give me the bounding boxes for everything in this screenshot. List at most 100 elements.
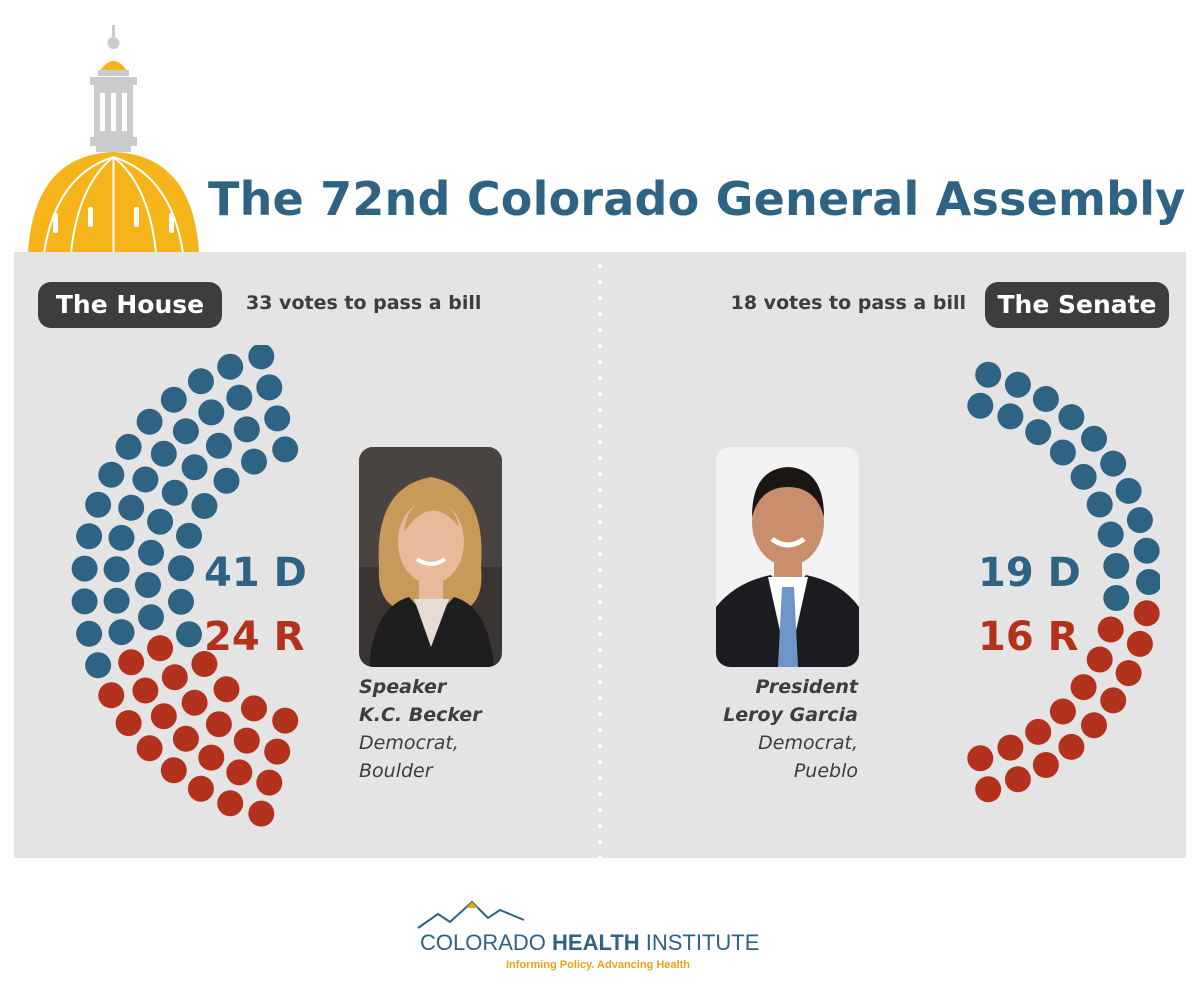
house-democrat-seat	[213, 467, 240, 494]
house-democrat-seat	[248, 345, 275, 370]
speaker-info: Speaker K.C. Becker Democrat, Boulder	[359, 673, 482, 785]
house-democrat-seat	[71, 555, 98, 582]
house-democrat-seat	[98, 461, 125, 488]
house-democrat-seat	[168, 588, 194, 615]
senate-republican-seat	[997, 734, 1024, 761]
senate-republican-seat	[1097, 616, 1124, 643]
senate-democrat-seat	[1086, 491, 1113, 518]
house-republican-seat	[187, 775, 214, 802]
house-democrat-seat	[191, 493, 218, 519]
senate-democrat-seat	[1103, 585, 1130, 611]
house-republican-seat	[226, 759, 253, 786]
house-democrat-seat	[136, 408, 163, 435]
logo-tagline: Informing Policy. Advancing Health	[506, 959, 690, 971]
house-democrat-seat	[147, 508, 174, 535]
mountain-logo-icon	[417, 900, 525, 929]
house-democrat-seat	[118, 494, 145, 521]
logo-text-colorado: COLORADO	[420, 930, 553, 955]
house-democrat-seat	[108, 619, 135, 646]
house-democrat-seat	[205, 432, 232, 459]
senate-republican-seat	[1126, 630, 1153, 657]
president-info: President Leroy Garcia Democrat, Pueblo	[723, 673, 858, 785]
senate-republican-count: 16 R	[978, 614, 1079, 660]
speaker-title: Speaker	[359, 676, 447, 698]
house-democrat-seat	[198, 399, 225, 426]
senate-republican-seat	[967, 745, 994, 772]
senate-democrat-seat	[997, 403, 1024, 430]
senate-democrat-seat	[1004, 371, 1031, 398]
senate-republican-seat	[1032, 752, 1059, 778]
house-republican-seat	[233, 727, 260, 754]
senate-label-badge: The Senate	[985, 282, 1169, 328]
senate-republican-seat	[1081, 712, 1107, 739]
speaker-name: K.C. Becker	[359, 704, 482, 726]
logo-text-health: HEALTH	[552, 930, 640, 955]
senate-democrat-seat	[1081, 425, 1107, 452]
house-democrat-seat	[76, 523, 103, 550]
house-democrat-seat	[115, 433, 142, 460]
house-democrat-seat	[103, 556, 130, 583]
house-republican-seat	[198, 744, 225, 771]
house-democrat-seat	[187, 368, 214, 395]
house-republican-seat	[147, 635, 174, 662]
house-democrat-seat	[138, 539, 164, 566]
senate-democrat-seat	[1070, 463, 1097, 490]
senate-democrat-seat	[975, 361, 1002, 388]
senate-votes-needed: 18 votes to pass a bill	[730, 292, 966, 314]
chamber-divider	[598, 258, 602, 858]
house-republican-seat	[115, 710, 142, 737]
house-democrat-seat	[264, 405, 291, 432]
house-republican-seat	[172, 725, 199, 752]
house-republican-seat	[256, 769, 283, 796]
senate-republican-seat	[1115, 660, 1142, 687]
house-democrat-seat	[160, 386, 187, 413]
house-democrat-seat	[103, 587, 130, 614]
house-democrat-seat	[132, 466, 159, 493]
house-democrat-count: 41 D	[204, 550, 307, 596]
house-republican-seat	[98, 682, 125, 709]
speaker-portrait	[359, 447, 502, 667]
house-republican-seat	[241, 695, 267, 722]
senate-democrat-seat	[1115, 477, 1142, 504]
logo-text-institute: INSTITUTE	[639, 930, 760, 955]
senate-democrat-seat	[1126, 507, 1153, 534]
house-democrat-seat	[135, 572, 161, 598]
house-republican-seat	[118, 649, 145, 676]
senate-democrat-seat	[1100, 450, 1127, 477]
senate-republican-seat	[1025, 718, 1052, 745]
colorado-health-institute-logo: COLORADO HEALTH INSTITUTE Informing Poli…	[412, 896, 792, 986]
house-democrat-seat	[181, 454, 208, 481]
house-democrat-seat	[168, 555, 194, 582]
president-name: Leroy Garcia	[723, 704, 858, 726]
senate-republican-seat	[1070, 674, 1097, 701]
house-democrat-seat	[76, 620, 103, 647]
house-republican-seat	[191, 651, 218, 677]
president-party: Democrat,	[758, 732, 858, 754]
house-democrat-seat	[272, 436, 299, 463]
president-city: Pueblo	[793, 760, 858, 782]
speaker-city: Boulder	[359, 760, 433, 782]
house-republican-seat	[161, 664, 188, 691]
house-democrat-seat	[241, 448, 267, 475]
senate-democrat-seat	[1136, 569, 1160, 595]
house-democrat-seat	[71, 588, 98, 615]
house-republican-seat	[213, 676, 240, 703]
senate-democrat-seat	[1058, 404, 1085, 431]
house-label-badge: The House	[38, 282, 222, 328]
house-democrat-seat	[226, 384, 253, 411]
senate-republican-seat	[1133, 600, 1160, 627]
senate-republican-seat	[1004, 766, 1031, 793]
house-votes-needed: 33 votes to pass a bill	[246, 292, 482, 314]
house-republican-seat	[264, 738, 291, 765]
house-republican-seat	[217, 790, 244, 817]
capitol-dome-icon	[28, 25, 199, 254]
senate-democrat-seat	[1049, 439, 1076, 466]
page-title: The 72nd Colorado General Assembly	[208, 172, 1186, 226]
house-democrat-seat	[150, 440, 177, 467]
house-republican-seat	[205, 711, 232, 738]
senate-democrat-seat	[1025, 419, 1052, 446]
house-republican-seat	[160, 757, 187, 784]
house-republican-seat	[132, 677, 159, 704]
president-title: President	[755, 676, 858, 698]
house-republican-count: 24 R	[204, 614, 305, 660]
